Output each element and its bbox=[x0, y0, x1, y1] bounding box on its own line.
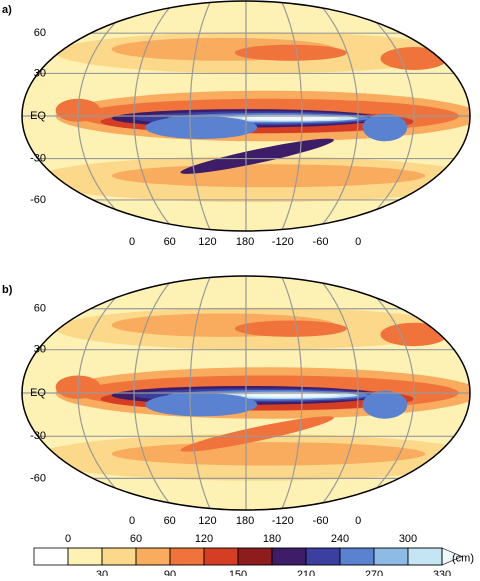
meridian-line bbox=[133, 276, 176, 510]
map-outline bbox=[21, 0, 471, 232]
colorbar-tick-label: 300 bbox=[399, 533, 417, 545]
colorbar-tick-label: 330 bbox=[433, 569, 451, 576]
field-blob bbox=[241, 393, 341, 398]
map-field bbox=[22, 276, 470, 510]
colorbar-swatch bbox=[135, 547, 171, 566]
meridian-line bbox=[351, 276, 415, 510]
colorbar-swatch bbox=[67, 547, 103, 566]
colorbar-tick-label: 30 bbox=[96, 569, 108, 576]
colorbar-tick-label: 180 bbox=[263, 533, 281, 545]
meridian-line bbox=[316, 1, 359, 231]
colorbar-unit: (cm) bbox=[452, 552, 474, 564]
latitude-label: -30 bbox=[30, 152, 46, 164]
colorbar-tick-label: 60 bbox=[130, 533, 142, 545]
latitude-label: 30 bbox=[34, 344, 46, 356]
field-blob bbox=[380, 47, 448, 70]
field-blob bbox=[362, 113, 408, 142]
meridian-line bbox=[189, 276, 212, 510]
field-blob bbox=[380, 322, 448, 347]
field-blob bbox=[111, 442, 426, 466]
colorbar-swatch bbox=[237, 547, 273, 566]
colorbar-tick-label: 0 bbox=[65, 533, 71, 545]
latitude-label: -60 bbox=[30, 472, 46, 484]
longitude-label: -120 bbox=[272, 236, 294, 248]
longitude-label: -60 bbox=[313, 236, 329, 248]
colorbar-swatch bbox=[373, 547, 409, 566]
field-blob bbox=[234, 320, 347, 337]
colorbar-swatch bbox=[101, 547, 137, 566]
colorbar-tick-label: 240 bbox=[331, 533, 349, 545]
longitude-label: -60 bbox=[313, 515, 329, 527]
longitude-label: 180 bbox=[236, 515, 254, 527]
colorbar-tick-label: 150 bbox=[229, 569, 247, 576]
panel-label: b) bbox=[2, 284, 13, 296]
latitude-label: EQ bbox=[30, 110, 46, 122]
colorbar-tick-label: 120 bbox=[195, 533, 213, 545]
map-field bbox=[22, 1, 470, 231]
field-blob bbox=[145, 393, 258, 417]
field-blob bbox=[180, 416, 334, 452]
map-outline bbox=[21, 275, 471, 511]
colorbar-tick-label: 270 bbox=[365, 569, 383, 576]
field-blob bbox=[241, 116, 341, 121]
field-blob bbox=[234, 44, 347, 61]
colorbar-swatch bbox=[169, 547, 205, 566]
field-blob bbox=[180, 138, 334, 174]
longitude-label: 0 bbox=[129, 236, 135, 248]
longitude-label: 120 bbox=[198, 515, 216, 527]
longitude-label: 0 bbox=[355, 236, 361, 248]
colorbar-tick-label: 210 bbox=[297, 569, 315, 576]
colorbar-tick-label: 90 bbox=[164, 569, 176, 576]
meridian-line bbox=[280, 276, 303, 510]
latitude-label: EQ bbox=[30, 387, 46, 399]
longitude-label: 120 bbox=[198, 236, 216, 248]
field-blob bbox=[362, 390, 408, 419]
meridian-line bbox=[189, 1, 212, 231]
latitude-label: -60 bbox=[30, 194, 46, 206]
longitude-label: 180 bbox=[236, 236, 254, 248]
meridian-line bbox=[133, 1, 176, 231]
longitude-label: 0 bbox=[129, 515, 135, 527]
field-blob bbox=[145, 116, 258, 139]
colorbar-swatch bbox=[339, 547, 375, 566]
latitude-label: 60 bbox=[34, 303, 46, 315]
field-blob bbox=[111, 164, 426, 188]
longitude-label: 0 bbox=[355, 515, 361, 527]
meridian-line bbox=[77, 1, 141, 231]
meridian-line bbox=[316, 276, 359, 510]
latitude-label: -30 bbox=[30, 430, 46, 442]
colorbar-swatch bbox=[271, 547, 307, 566]
panel-label: a) bbox=[2, 4, 12, 16]
longitude-label: 60 bbox=[164, 236, 176, 248]
longitude-label: -120 bbox=[272, 515, 294, 527]
meridian-line bbox=[351, 1, 415, 231]
colorbar-swatch bbox=[407, 547, 443, 566]
longitude-label: 60 bbox=[164, 515, 176, 527]
latitude-label: 30 bbox=[34, 67, 46, 79]
meridian-line bbox=[280, 1, 303, 231]
meridian-line bbox=[77, 276, 141, 510]
latitude-label: 60 bbox=[34, 27, 46, 39]
colorbar-swatch bbox=[203, 547, 239, 566]
colorbar-swatch bbox=[305, 547, 341, 566]
